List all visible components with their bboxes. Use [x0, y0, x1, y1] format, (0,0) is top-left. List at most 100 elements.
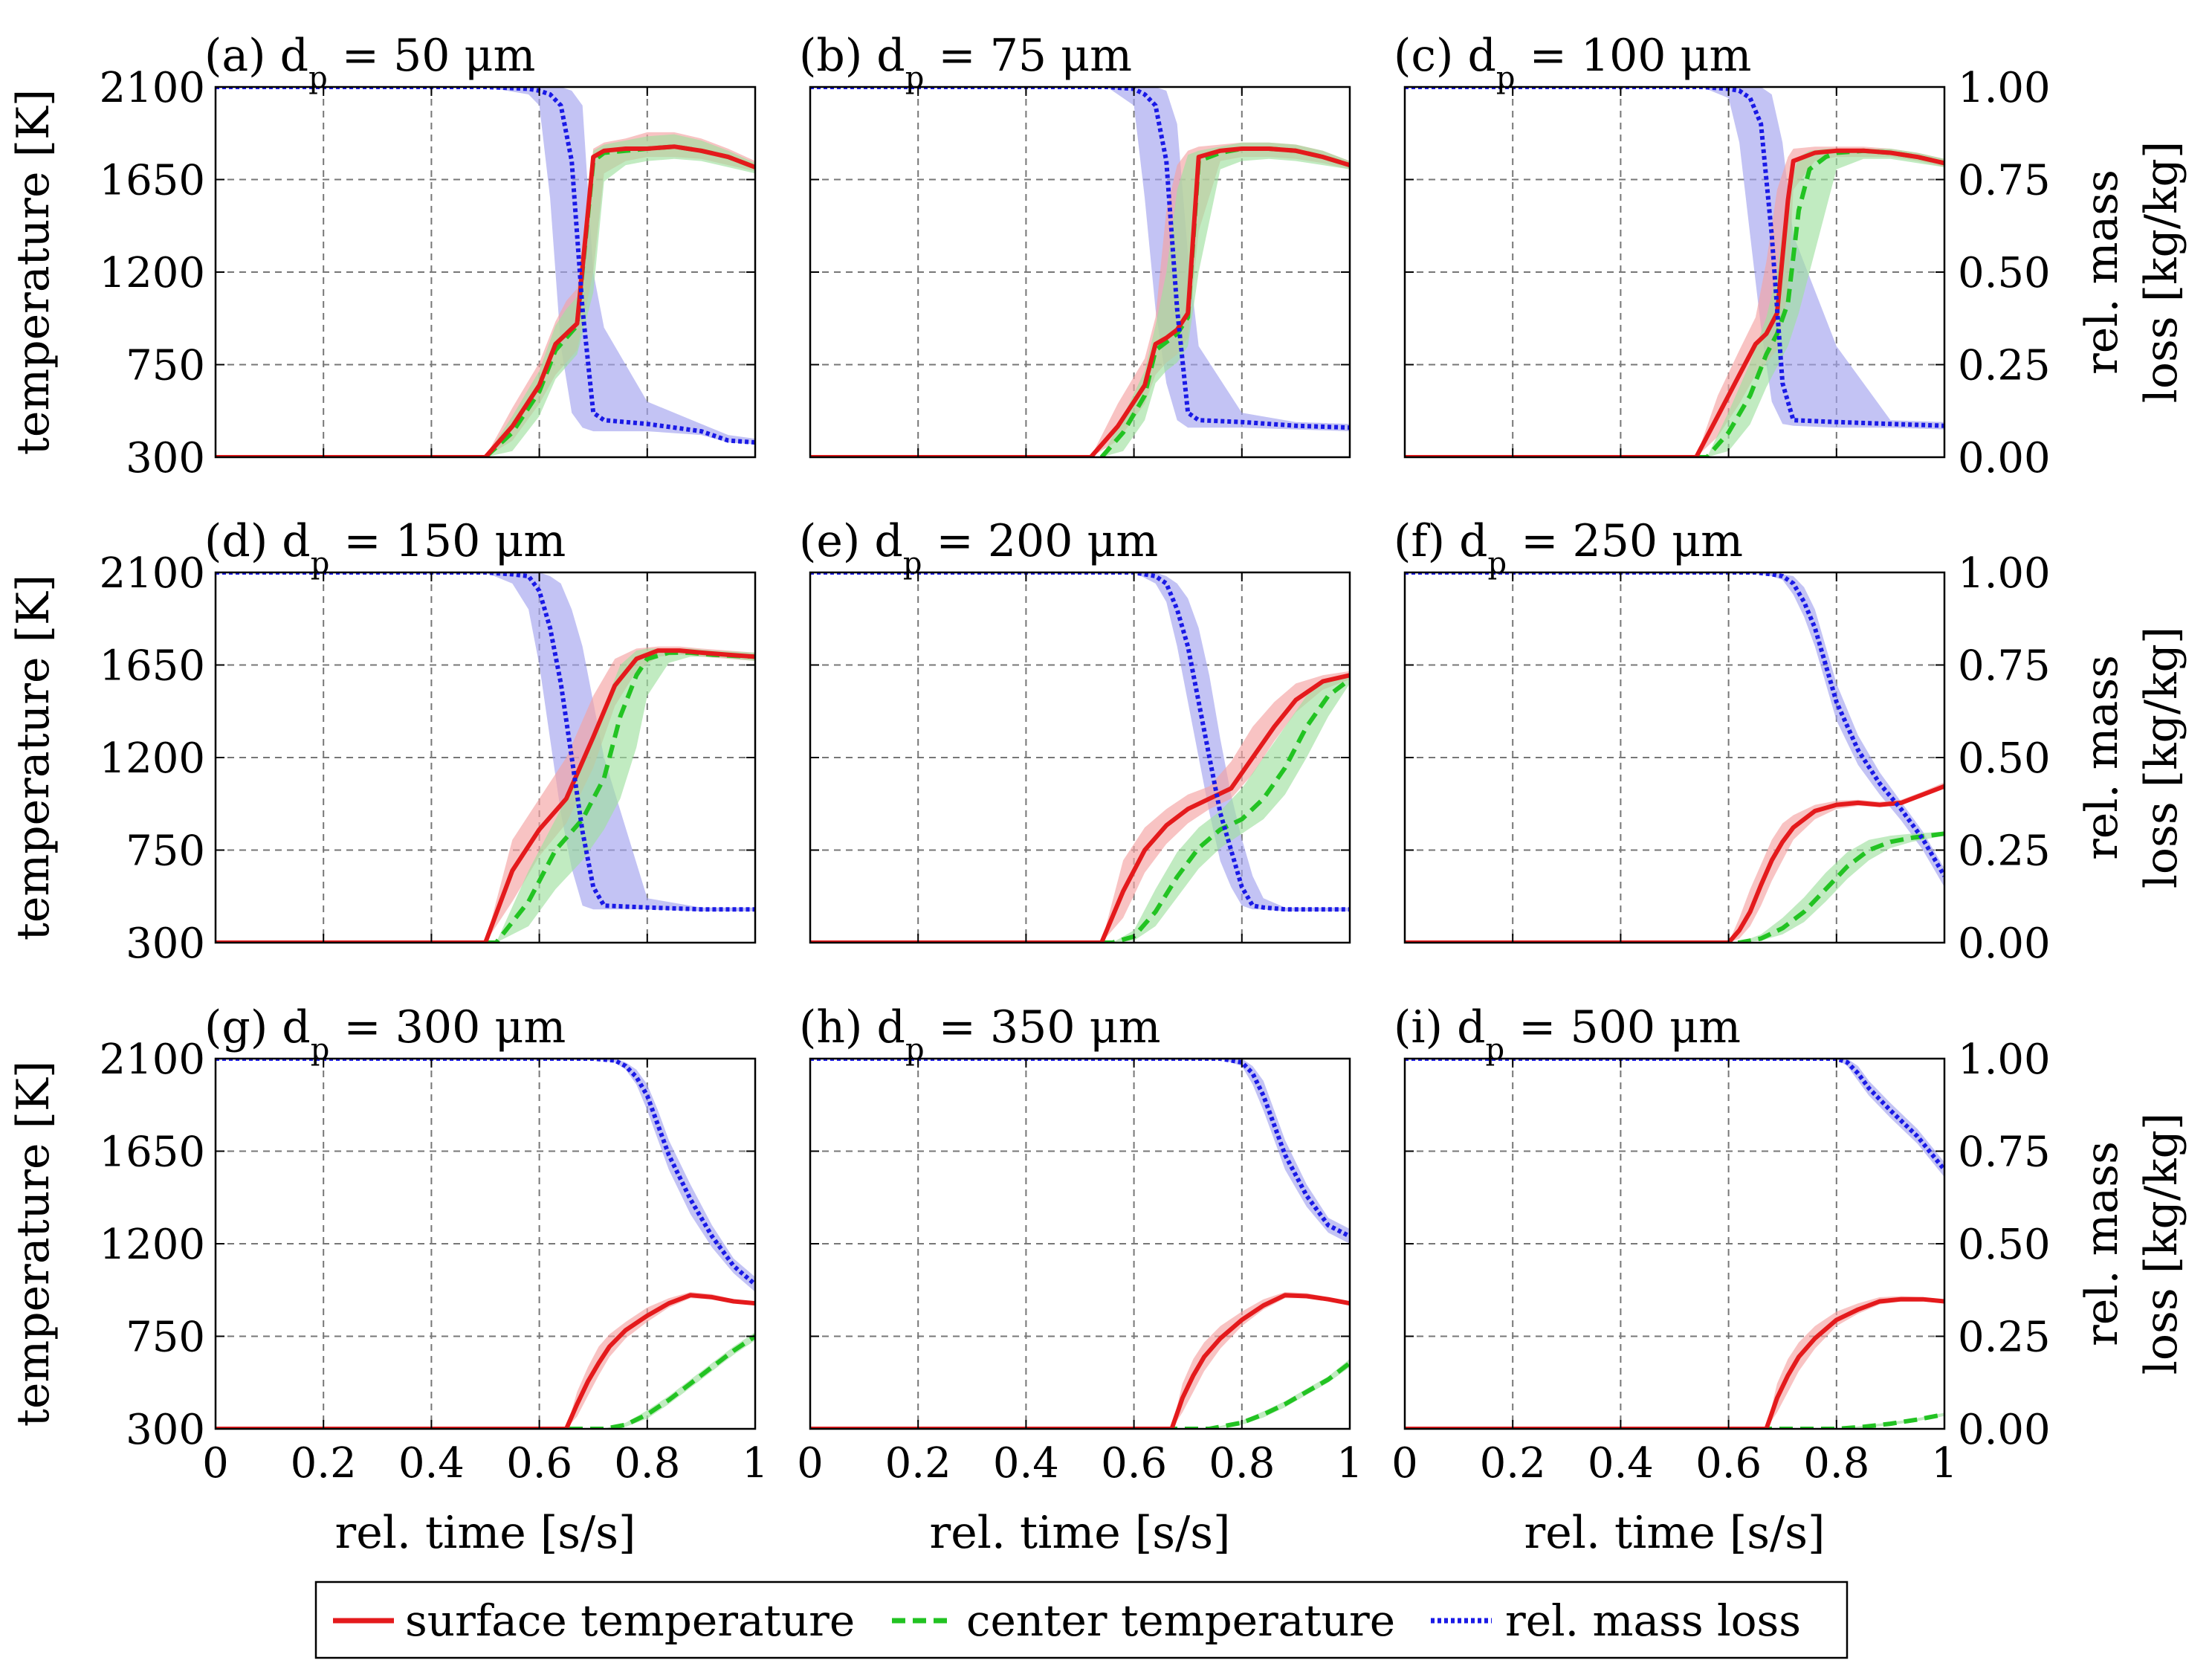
- plot-area: [1405, 87, 1944, 457]
- grid: [216, 572, 755, 943]
- legend-label-mass: rel. mass loss: [1505, 1595, 1801, 1646]
- y-right-tick-label: 1.00: [1958, 549, 2051, 598]
- y-left-tick-label: 2100: [99, 1036, 205, 1084]
- x-tick-label: 0.8: [1803, 1439, 1869, 1488]
- panel-title: (a) dp = 50 μm: [204, 30, 535, 95]
- legend-label-center: center temperature: [966, 1595, 1395, 1646]
- tick-marks: [1404, 1058, 1945, 1430]
- panel-title-value: = 150 μm: [329, 515, 566, 567]
- y-right-tick-label: 0.50: [1958, 734, 2051, 783]
- panel-title: (d) dp = 150 μm: [204, 515, 566, 581]
- x-tick-label: 0.4: [993, 1439, 1059, 1488]
- y-left-tick-label: 750: [126, 1314, 205, 1362]
- surface-temp-band: [216, 1292, 755, 1429]
- tick-marks: [215, 86, 756, 458]
- x-tick-label: 0: [797, 1439, 824, 1488]
- tick-marks: [809, 86, 1351, 458]
- panel-title-subscript: p: [311, 546, 330, 581]
- tick-marks: [809, 572, 1351, 943]
- mass-loss-band: [1405, 87, 1944, 430]
- panel-title: (i) dp = 500 μm: [1394, 1001, 1741, 1067]
- center-temp-band: [216, 648, 755, 943]
- y-right-axis-label-line2: loss [kg/kg]: [2135, 141, 2187, 404]
- panel-4: (d) dp = 150 μm 300 750 1200 1650 2100 tempera…: [7, 515, 757, 968]
- panel-title-subscript: p: [1496, 61, 1516, 95]
- x-tick-label: 0.8: [1209, 1439, 1275, 1488]
- panel-title-label: (e) d: [799, 515, 903, 567]
- panel-title-value: = 75 μm: [924, 30, 1132, 82]
- tick-marks: [809, 1058, 1351, 1430]
- panel-title-label: (f) d: [1394, 515, 1488, 567]
- x-axis-label: rel. time [s/s]: [335, 1507, 636, 1559]
- center-temp-band: [1405, 831, 1944, 943]
- panel-title-subscript: p: [903, 546, 922, 581]
- x-tick-label: 0.2: [291, 1439, 357, 1488]
- x-tick-label: 1: [1931, 1439, 1958, 1488]
- surface-temp-line: [810, 146, 1350, 457]
- surface-temp-line: [810, 673, 1350, 943]
- surface-temp-line: [216, 648, 755, 943]
- plot-area: [216, 87, 755, 457]
- y-left-axis-label: temperature [K]: [7, 89, 59, 456]
- panel-title-label: (h) d: [799, 1001, 905, 1053]
- panel-title-subscript: p: [905, 1033, 925, 1067]
- mass-loss-line: [1405, 572, 1944, 877]
- x-tick-label: 0: [202, 1439, 229, 1488]
- tick-marks: [1404, 86, 1945, 458]
- y-right-tick-label: 0.75: [1958, 642, 2051, 691]
- plot-area: [216, 1059, 755, 1429]
- y-left-tick-label: 1200: [99, 249, 205, 297]
- mass-loss-band: [216, 572, 755, 911]
- panel-title-value: = 200 μm: [922, 515, 1158, 567]
- x-tick-label: 1: [742, 1439, 769, 1488]
- panel-title-label: (g) d: [204, 1001, 311, 1053]
- y-left-tick-label: 2100: [99, 549, 205, 598]
- tick-marks: [1404, 572, 1945, 943]
- center-temp-band: [216, 134, 755, 457]
- panel-title: (h) dp = 350 μm: [799, 1001, 1160, 1067]
- y-right-axis-label-line2: loss [kg/kg]: [2135, 1113, 2187, 1375]
- y-left-tick-label: 750: [126, 827, 205, 876]
- panel-title-label: (b) d: [799, 30, 905, 82]
- center-temp-band: [810, 675, 1350, 943]
- x-tick-label: 0.4: [1588, 1439, 1654, 1488]
- panel-1: (a) dp = 50 μm 300 750 1200 1650 2100 temperat…: [7, 30, 757, 482]
- y-left-tick-label: 1650: [99, 157, 205, 205]
- panel-title-subscript: p: [311, 1033, 330, 1067]
- y-right-axis-label-line2: loss [kg/kg]: [2135, 627, 2187, 889]
- legend-box: [314, 1581, 1849, 1659]
- panel-title-subscript: p: [1486, 1033, 1505, 1067]
- panel-title: (f) dp = 250 μm: [1394, 515, 1743, 581]
- panel-title: (b) dp = 75 μm: [799, 30, 1132, 95]
- y-left-tick-label: 300: [126, 1406, 205, 1454]
- panel-6: (f) dp = 250 μm 0.00 0.25 0.50 0.75 1.00 rel. …: [1394, 515, 2187, 968]
- mass-loss-band: [810, 1059, 1350, 1244]
- y-left-tick-label: 1200: [99, 734, 205, 783]
- y-left-tick-label: 1200: [99, 1221, 205, 1269]
- panel-title-label: (a) d: [204, 30, 308, 82]
- x-tick-label: 0: [1391, 1439, 1418, 1488]
- x-axis-label: rel. time [s/s]: [930, 1507, 1231, 1559]
- y-right-axis-label-line1: rel. mass: [2076, 655, 2128, 860]
- legend-label-surface: surface temperature: [405, 1595, 855, 1646]
- y-right-tick-label: 0.50: [1958, 1221, 2051, 1269]
- y-right-tick-label: 1.00: [1958, 64, 2051, 112]
- plot-area: [810, 87, 1350, 457]
- center-temp-band: [216, 1332, 755, 1429]
- center-temp-band: [810, 1358, 1350, 1429]
- plot-area: [1405, 572, 1944, 943]
- panel-title-value: = 250 μm: [1507, 515, 1743, 567]
- mass-loss-line: [216, 87, 755, 445]
- panel-frame: [1403, 1057, 1946, 1430]
- plot-area: [1405, 1059, 1944, 1429]
- center-temp-line: [216, 650, 755, 943]
- x-tick-label: 0.6: [1695, 1439, 1762, 1488]
- x-tick-label: 0.2: [885, 1439, 951, 1488]
- plot-area: [810, 1059, 1350, 1429]
- y-left-axis-label: temperature [K]: [7, 575, 59, 941]
- grid: [1405, 1059, 1944, 1429]
- y-right-tick-label: 0.25: [1958, 1314, 2051, 1362]
- mass-loss-band: [1405, 572, 1944, 888]
- grid: [1405, 572, 1944, 943]
